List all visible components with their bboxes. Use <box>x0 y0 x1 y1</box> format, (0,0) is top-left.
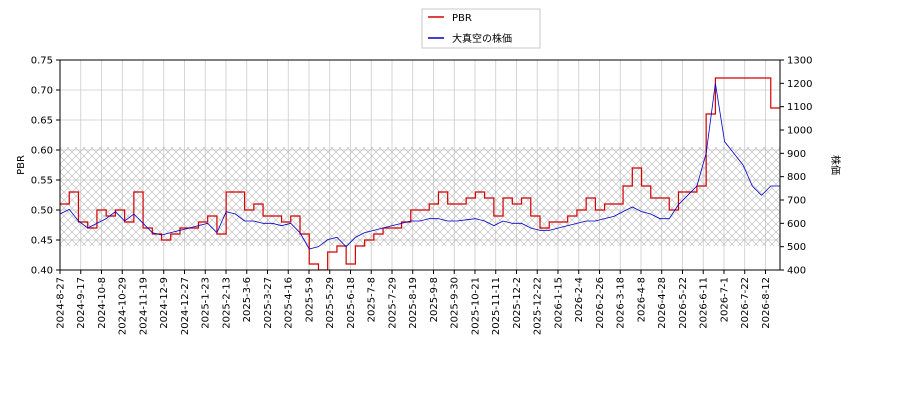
x-tick-label: 2026-6-11 <box>699 277 710 329</box>
y-left-tick-label: 0.55 <box>31 176 53 187</box>
series-line-pbr <box>60 77 780 270</box>
y-axis-left: 0.40 0.45 0.50 0.55 0.60 0.65 0.70 0.75 <box>31 56 60 277</box>
x-tick-label: 2025-6-18 <box>346 277 357 329</box>
x-tick-label: 2025-2-13 <box>221 277 232 329</box>
x-tick-label: 2024-12-27 <box>180 277 191 335</box>
y-axis-right-label: 株価 <box>829 155 842 175</box>
y-right-tick-label: 700 <box>787 196 806 207</box>
y-right-tick-label: 500 <box>787 242 806 253</box>
x-tick-label: 2025-12-2 <box>512 277 523 329</box>
x-axis: 2024-8-27 2024-9-17 2024-10-8 2024-10-29 202… <box>56 270 772 335</box>
y-right-tick-label: 400 <box>787 266 806 277</box>
x-tick-label: 2025-5-29 <box>325 277 336 329</box>
legend-box <box>421 8 541 49</box>
x-tick-label: 2026-2-4 <box>574 277 585 322</box>
x-tick-label: 2026-5-22 <box>678 277 689 329</box>
y-left-tick-label: 0.75 <box>31 56 53 67</box>
x-tick-label: 2024-11-19 <box>138 277 149 335</box>
x-tick-label: 2026-7-22 <box>740 277 751 329</box>
y-left-tick-label: 0.45 <box>31 236 53 247</box>
y-axis-left-label: PBR <box>16 155 27 175</box>
x-tick-label: 2025-9-8 <box>429 277 440 322</box>
x-tick-label: 2026-3-18 <box>616 277 627 329</box>
x-tick-label: 2026-2-26 <box>595 277 606 329</box>
y-right-tick-label: 1000 <box>787 126 812 137</box>
x-tick-label: 2025-9-30 <box>450 277 461 329</box>
x-tick-label: 2026-8-12 <box>761 277 772 329</box>
band-fill <box>60 147 780 246</box>
y-right-tick-label: 800 <box>787 172 806 183</box>
x-tick-label: 2025-7-29 <box>387 277 398 329</box>
y-axis-right: 400 500 600 700 800 900 1000 1100 1200 1300 <box>780 56 812 277</box>
x-tick-label: 2024-12-9 <box>159 277 170 329</box>
x-tick-label: 2026-7-1 <box>719 277 730 322</box>
y-left-tick-label: 0.65 <box>31 116 53 127</box>
x-tick-label: 2024-10-8 <box>97 277 108 329</box>
hatched-band <box>60 147 780 246</box>
y-left-tick-label: 0.50 <box>31 206 53 217</box>
y-right-tick-label: 1300 <box>787 56 812 67</box>
series-line-price <box>60 83 780 250</box>
x-tick-label: 2025-11-11 <box>491 277 502 335</box>
x-tick-label: 2025-8-19 <box>408 277 419 329</box>
y-right-tick-label: 1200 <box>787 79 812 90</box>
y-right-tick-label: 1100 <box>787 102 812 113</box>
x-tick-label: 2025-3-27 <box>263 277 274 329</box>
legend-label-price: 大真空の株価 <box>452 32 512 45</box>
x-tick-label: 2025-5-9 <box>304 277 315 322</box>
plot-frame <box>59 59 781 271</box>
x-tick-label: 2025-7-8 <box>367 277 378 322</box>
x-tick-label: 2024-8-27 <box>56 277 67 329</box>
x-tick-label: 2025-4-16 <box>284 277 295 329</box>
x-tick-label: 2024-9-17 <box>76 277 87 329</box>
x-tick-label: 2024-10-29 <box>118 277 129 335</box>
x-tick-label: 2025-3-6 <box>242 277 253 322</box>
y-left-tick-label: 0.70 <box>31 86 53 97</box>
x-tick-label: 2025-10-21 <box>470 277 481 335</box>
legend-label-pbr: PBR <box>452 13 472 24</box>
x-tick-label: 2026-4-8 <box>636 277 647 322</box>
series-layer <box>60 77 780 270</box>
x-tick-label: 2026-4-28 <box>657 277 668 329</box>
x-tick-label: 2025-12-22 <box>533 277 544 335</box>
legend: PBR 大真空の株価 <box>421 8 541 49</box>
y-right-tick-label: 600 <box>787 219 806 230</box>
x-tick-label: 2026-1-15 <box>553 277 564 329</box>
y-right-tick-label: 900 <box>787 149 806 160</box>
x-tick-label: 2025-1-23 <box>201 277 212 329</box>
y-left-tick-label: 0.60 <box>31 146 53 157</box>
y-left-tick-label: 0.40 <box>31 266 53 277</box>
